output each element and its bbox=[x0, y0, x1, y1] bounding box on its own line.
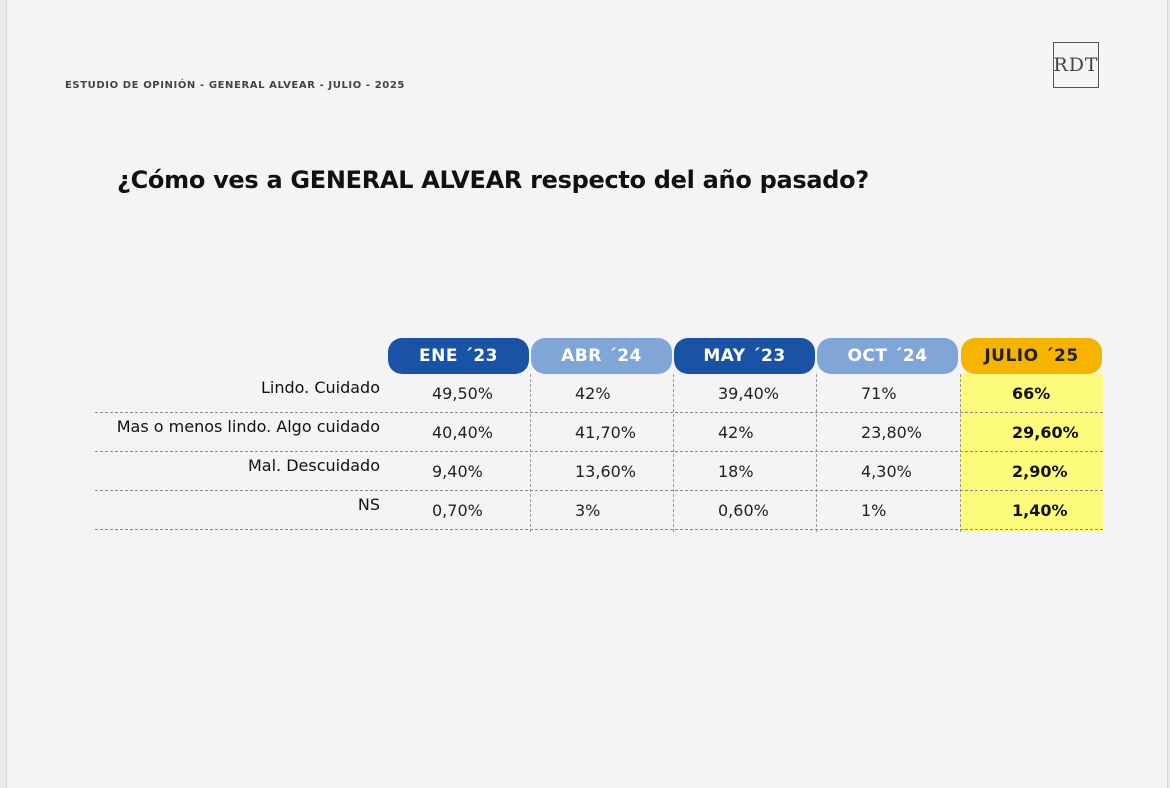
row-label: Lindo. Cuidado bbox=[261, 378, 380, 397]
table-cell: 49,50% bbox=[432, 384, 494, 403]
table-cell: 41,70% bbox=[575, 423, 637, 442]
results-table: ENE ´23 ABR ´24 MAY ´23 OCT ´24 JULIO ´2… bbox=[95, 338, 1103, 532]
column-divider bbox=[816, 374, 817, 532]
column-header-abr-24: ABR ´24 bbox=[531, 338, 672, 374]
table-cell: 0,70% bbox=[432, 501, 483, 520]
table-row: Mal. Descuidado 9,40% 13,60% 18% 4,30% 2… bbox=[95, 452, 1103, 491]
table-cell-highlight: 66% bbox=[1012, 384, 1051, 403]
table-cell: 13,60% bbox=[575, 462, 637, 481]
study-header: ESTUDIO DE OPINIÓN - GENERAL ALVEAR - JU… bbox=[65, 80, 405, 91]
table-cell: 0,60% bbox=[718, 501, 769, 520]
table-row: NS 0,70% 3% 0,60% 1% 1,40% bbox=[95, 491, 1103, 530]
table-cell: 3% bbox=[575, 501, 601, 520]
table-cell: 1% bbox=[861, 501, 887, 520]
column-divider bbox=[673, 374, 674, 532]
table-cell: 40,40% bbox=[432, 423, 494, 442]
table-cell-highlight: 2,90% bbox=[1012, 462, 1068, 481]
table-cell: 9,40% bbox=[432, 462, 483, 481]
table-cell-highlight: 29,60% bbox=[1012, 423, 1079, 442]
question-title: ¿Cómo ves a GENERAL ALVEAR respecto del … bbox=[117, 166, 869, 194]
slide: ESTUDIO DE OPINIÓN - GENERAL ALVEAR - JU… bbox=[6, 0, 1168, 788]
row-label: Mal. Descuidado bbox=[247, 456, 380, 475]
column-header-julio-25: JULIO ´25 bbox=[961, 338, 1102, 374]
row-label: Mas o menos lindo. Algo cuidado bbox=[116, 417, 380, 436]
table-cell-highlight: 1,40% bbox=[1012, 501, 1068, 520]
table-cell: 42% bbox=[718, 423, 754, 442]
column-divider bbox=[960, 374, 961, 532]
table-cell: 39,40% bbox=[718, 384, 780, 403]
rdt-logo: RDT bbox=[1053, 42, 1099, 88]
table-cell: 42% bbox=[575, 384, 611, 403]
table-row: Lindo. Cuidado 49,50% 42% 39,40% 71% 66% bbox=[95, 374, 1103, 413]
column-header-ene-23: ENE ´23 bbox=[388, 338, 529, 374]
highlight-column bbox=[960, 374, 1103, 532]
table-cell: 18% bbox=[718, 462, 754, 481]
table-cell: 71% bbox=[861, 384, 897, 403]
table-cell: 23,80% bbox=[861, 423, 923, 442]
table-row: Mas o menos lindo. Algo cuidado 40,40% 4… bbox=[95, 413, 1103, 452]
column-divider bbox=[530, 374, 531, 532]
table-cell: 4,30% bbox=[861, 462, 912, 481]
column-header-oct-24: OCT ´24 bbox=[817, 338, 958, 374]
table-header: ENE ´23 ABR ´24 MAY ´23 OCT ´24 JULIO ´2… bbox=[95, 338, 1103, 374]
row-label: NS bbox=[357, 495, 380, 514]
column-header-may-23: MAY ´23 bbox=[674, 338, 815, 374]
